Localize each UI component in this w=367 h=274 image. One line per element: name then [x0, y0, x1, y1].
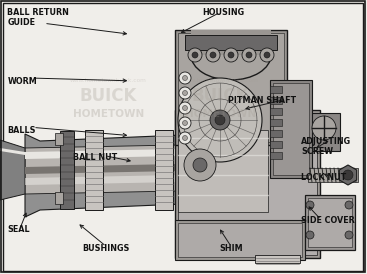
Polygon shape [191, 30, 271, 55]
Text: www.hometownbuick.com: www.hometownbuick.com [70, 78, 147, 83]
Circle shape [179, 72, 191, 84]
Circle shape [192, 52, 198, 58]
Bar [175, 110, 320, 258]
Bar [55, 192, 63, 204]
Bar [308, 198, 352, 247]
Circle shape [179, 102, 191, 114]
Text: BUICK: BUICK [192, 87, 249, 105]
Circle shape [228, 52, 234, 58]
Bar [270, 130, 282, 137]
Circle shape [242, 48, 256, 62]
Circle shape [178, 78, 262, 162]
Circle shape [182, 105, 188, 110]
Circle shape [193, 158, 207, 172]
Circle shape [210, 110, 230, 130]
Circle shape [182, 121, 188, 125]
Circle shape [210, 52, 216, 58]
Text: BUICK: BUICK [80, 87, 137, 105]
Bar [185, 35, 277, 50]
Bar [175, 220, 305, 260]
Bar [175, 30, 287, 145]
Text: www.hometownbuick.com: www.hometownbuick.com [182, 78, 259, 83]
Polygon shape [25, 163, 230, 174]
Circle shape [206, 48, 220, 62]
Circle shape [184, 149, 216, 181]
Circle shape [246, 52, 252, 58]
Circle shape [182, 90, 188, 96]
Circle shape [306, 201, 314, 209]
Circle shape [215, 115, 225, 125]
Bar [178, 33, 284, 142]
Polygon shape [25, 174, 230, 185]
Polygon shape [0, 140, 25, 200]
Bar [305, 195, 355, 250]
Polygon shape [25, 144, 230, 194]
Circle shape [182, 76, 188, 81]
Circle shape [343, 170, 353, 180]
Circle shape [260, 48, 274, 62]
Bar [155, 130, 173, 210]
Bar [270, 108, 282, 115]
Bar [178, 113, 317, 255]
Bar [178, 130, 268, 212]
Text: HOMETOWN: HOMETOWN [73, 109, 144, 119]
Bar [85, 130, 103, 210]
Circle shape [312, 116, 336, 140]
Circle shape [182, 136, 188, 141]
Circle shape [345, 231, 353, 239]
Polygon shape [0, 148, 25, 155]
Text: HOMETOWN: HOMETOWN [185, 109, 256, 119]
Circle shape [179, 117, 191, 129]
Bar [270, 141, 282, 148]
Circle shape [264, 52, 270, 58]
Bar [270, 119, 282, 126]
Polygon shape [25, 148, 230, 159]
Circle shape [306, 231, 314, 239]
Bar [55, 133, 63, 145]
Circle shape [345, 201, 353, 209]
Bar [273, 83, 309, 175]
Circle shape [224, 48, 238, 62]
Bar [270, 80, 312, 178]
Bar [270, 152, 282, 159]
Circle shape [188, 48, 202, 62]
Bar [60, 131, 74, 209]
Bar [178, 223, 302, 257]
Bar [308, 168, 358, 182]
Bar [255, 255, 300, 263]
Polygon shape [339, 165, 357, 185]
Polygon shape [25, 133, 230, 217]
Bar [308, 113, 340, 151]
Bar [270, 86, 282, 93]
Circle shape [179, 87, 191, 99]
Bar [270, 97, 282, 104]
Circle shape [179, 132, 191, 144]
